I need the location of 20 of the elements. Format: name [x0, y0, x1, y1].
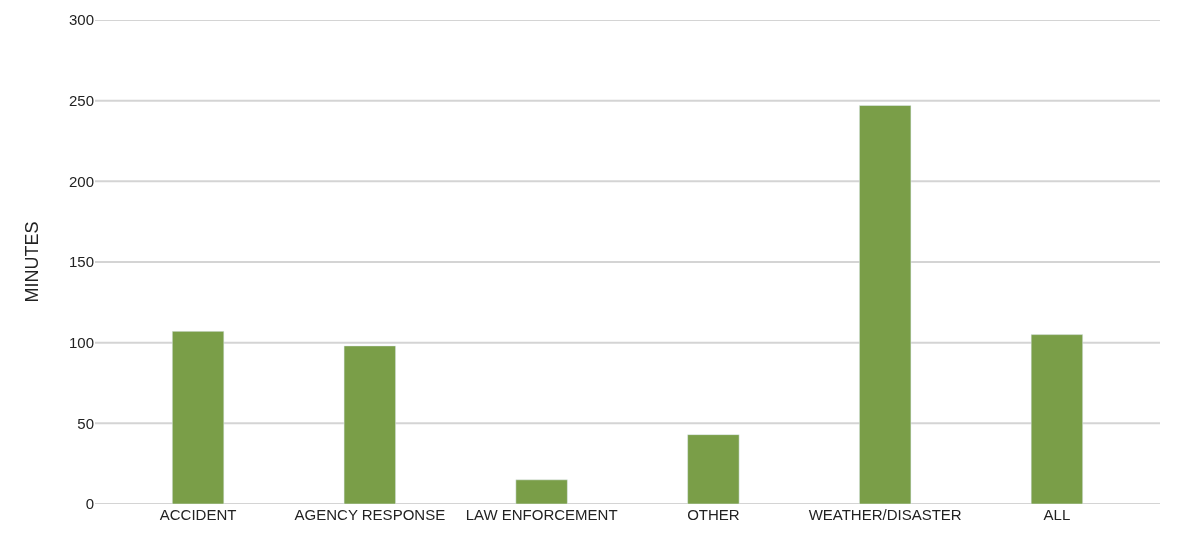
y-tick-label: 300: [68, 11, 94, 29]
y-tick-label: 0: [85, 495, 94, 513]
bar: [1030, 334, 1083, 504]
y-tick-label: 250: [68, 91, 94, 109]
y-tick-label: 50: [77, 414, 94, 432]
bar: [859, 105, 912, 504]
x-tick-label: LAW ENFORCEMENT: [465, 506, 618, 523]
bar: [515, 479, 568, 504]
x-tick-label: AGENCY RESPONSE: [294, 506, 446, 523]
y-tick-label: 150: [68, 253, 94, 271]
bar: [687, 434, 740, 504]
x-tick-label: WEATHER/DISASTER: [808, 506, 962, 523]
x-tick-label: ALL: [1043, 506, 1071, 523]
y-tick-label: 200: [68, 172, 94, 190]
x-tick-label: OTHER: [687, 506, 740, 523]
y-axis-title: MINUTES: [22, 221, 43, 303]
bar: [172, 331, 225, 504]
x-tick-label: ACCIDENT: [159, 506, 237, 523]
bar: [343, 345, 396, 504]
y-tick-label: 100: [68, 333, 94, 351]
